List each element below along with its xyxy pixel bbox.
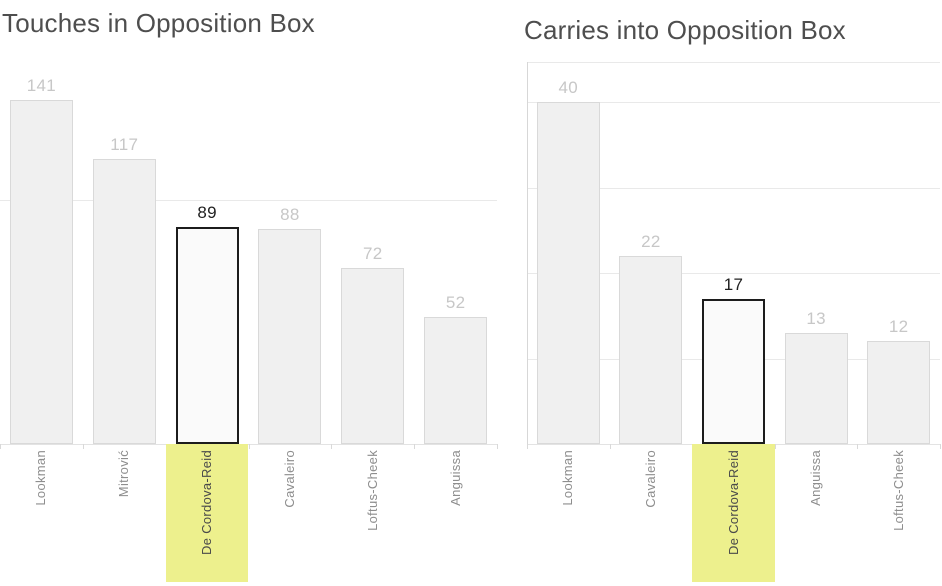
axis-tick <box>248 444 250 449</box>
category-label-anguissa[interactable]: Anguissa <box>808 450 824 506</box>
axis-tick <box>331 444 333 449</box>
bar-cavaleiro[interactable] <box>258 229 322 444</box>
bar-lookman[interactable] <box>536 102 600 444</box>
value-label-lookman: 40 <box>558 78 579 97</box>
axis-tick <box>82 444 84 449</box>
pane-top-border <box>527 62 940 63</box>
chart-title-carries: Carries into Opposition Box <box>524 15 846 45</box>
category-label-lookman[interactable]: Lookman <box>560 450 576 506</box>
chart-title-touches: Touches in Opposition Box <box>2 8 315 38</box>
value-label-cavaleiro: 22 <box>641 231 661 251</box>
gridline <box>527 273 940 274</box>
category-label-cavaleiro[interactable]: Cavaleiro <box>642 450 658 508</box>
value-label-cavaleiro: 88 <box>280 205 300 225</box>
value-label-anguissa: 13 <box>806 308 826 328</box>
bar-de-cordova-reid[interactable] <box>175 226 239 444</box>
axis-tick <box>0 444 1 449</box>
axis-tick <box>609 444 611 449</box>
category-label-loftus-cheek[interactable]: Loftus-Cheek <box>890 450 906 531</box>
gridline <box>527 187 940 189</box>
value-label-anguissa: 52 <box>445 293 466 313</box>
bar-loftus-cheek[interactable] <box>867 341 931 444</box>
bar-cavaleiro[interactable] <box>619 255 683 444</box>
category-label-anguissa[interactable]: Anguissa <box>447 450 463 506</box>
bar-anguissa[interactable] <box>784 332 848 444</box>
gridline <box>0 200 497 201</box>
value-label-lookman: 141 <box>26 76 57 95</box>
axis-tick <box>940 444 941 449</box>
value-label-de-cordova-reid: 17 <box>723 274 744 294</box>
bar-loftus-cheek[interactable] <box>341 268 405 444</box>
axis-tick <box>497 444 498 449</box>
category-label-mitrovi-[interactable]: Mitrović <box>116 450 132 498</box>
highlight-cell-de-cordova-reid <box>165 444 249 582</box>
bar-de-cordova-reid[interactable] <box>702 298 765 444</box>
axis-tick <box>414 444 416 449</box>
axis-tick <box>527 444 528 449</box>
category-label-loftus-cheek[interactable]: Loftus-Cheek <box>364 450 380 531</box>
gridline <box>527 102 940 103</box>
highlight-cell-de-cordova-reid <box>692 444 775 582</box>
category-label-lookman[interactable]: Lookman <box>33 450 49 506</box>
category-label-de-cordova-reid[interactable]: De Cordova-Reid <box>199 450 215 555</box>
value-label-loftus-cheek: 72 <box>363 244 383 264</box>
category-label-de-cordova-reid[interactable]: De Cordova-Reid <box>725 450 741 555</box>
bar-lookman[interactable] <box>9 100 73 444</box>
value-label-mitrovi-: 117 <box>110 134 139 154</box>
bar-mitrovi-[interactable] <box>92 158 156 444</box>
axis-tick <box>774 444 776 449</box>
y-axis-line <box>527 62 528 448</box>
value-label-loftus-cheek: 12 <box>888 317 909 337</box>
category-label-cavaleiro[interactable]: Cavaleiro <box>281 450 297 508</box>
value-label-de-cordova-reid: 89 <box>197 202 217 222</box>
bar-anguissa[interactable] <box>424 317 488 444</box>
axis-tick <box>857 444 859 449</box>
